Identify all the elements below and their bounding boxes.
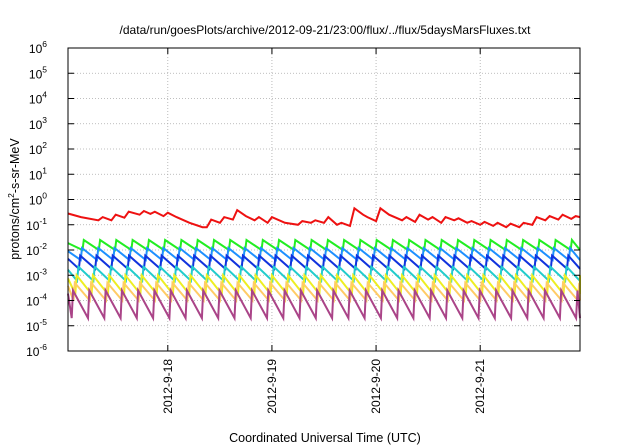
series-line-6 — [67, 272, 581, 297]
series-line-5 — [67, 264, 581, 284]
axis-ticks: 10-6 10-5 10-4 10-3 10-2 10-1 100 101 102 103 104 1… — [26, 39, 580, 414]
y-tick-label: 104 — [29, 90, 47, 107]
y-tick-label: 103 — [29, 115, 47, 132]
y-tick-label: 10-3 — [26, 266, 47, 283]
x-tick-label: 2012-9-19 — [265, 359, 279, 414]
y-axis-label: protons/cm2-s-sr-MeV — [6, 138, 22, 260]
y-axis-label-main: protons/cm — [8, 198, 22, 260]
series-line-7 — [67, 280, 581, 304]
series-line-1 — [67, 206, 581, 229]
series-line-8 — [67, 286, 581, 322]
y-tick-label: 105 — [29, 64, 47, 81]
x-tick-label: 2012-9-20 — [369, 359, 383, 414]
y-tick-label: 10-1 — [26, 216, 47, 233]
y-tick-label: 10-2 — [26, 241, 47, 258]
y-tick-label: 100 — [29, 191, 47, 208]
y-tick-label: 10-4 — [26, 292, 47, 309]
series-line-4 — [67, 253, 581, 271]
x-axis-label: Coordinated Universal Time (UTC) — [229, 431, 421, 445]
y-tick-label: 102 — [29, 140, 47, 157]
series-group — [67, 206, 581, 322]
series-line-3 — [67, 245, 581, 262]
y-axis-label-rest: -s-sr-MeV — [8, 138, 22, 194]
y-axis-label-sup: 2 — [6, 193, 16, 198]
y-tick-label: 10-6 — [26, 342, 47, 359]
series-line-2 — [67, 237, 581, 252]
y-tick-label: 106 — [29, 39, 47, 56]
y-tick-label: 101 — [29, 165, 47, 182]
chart-title: /data/run/goesPlots/archive/2012-09-21/2… — [120, 23, 532, 37]
x-tick-label: 2012-9-18 — [161, 359, 175, 414]
y-tick-label: 10-5 — [26, 317, 47, 334]
x-tick-label: 2012-9-21 — [473, 359, 487, 414]
